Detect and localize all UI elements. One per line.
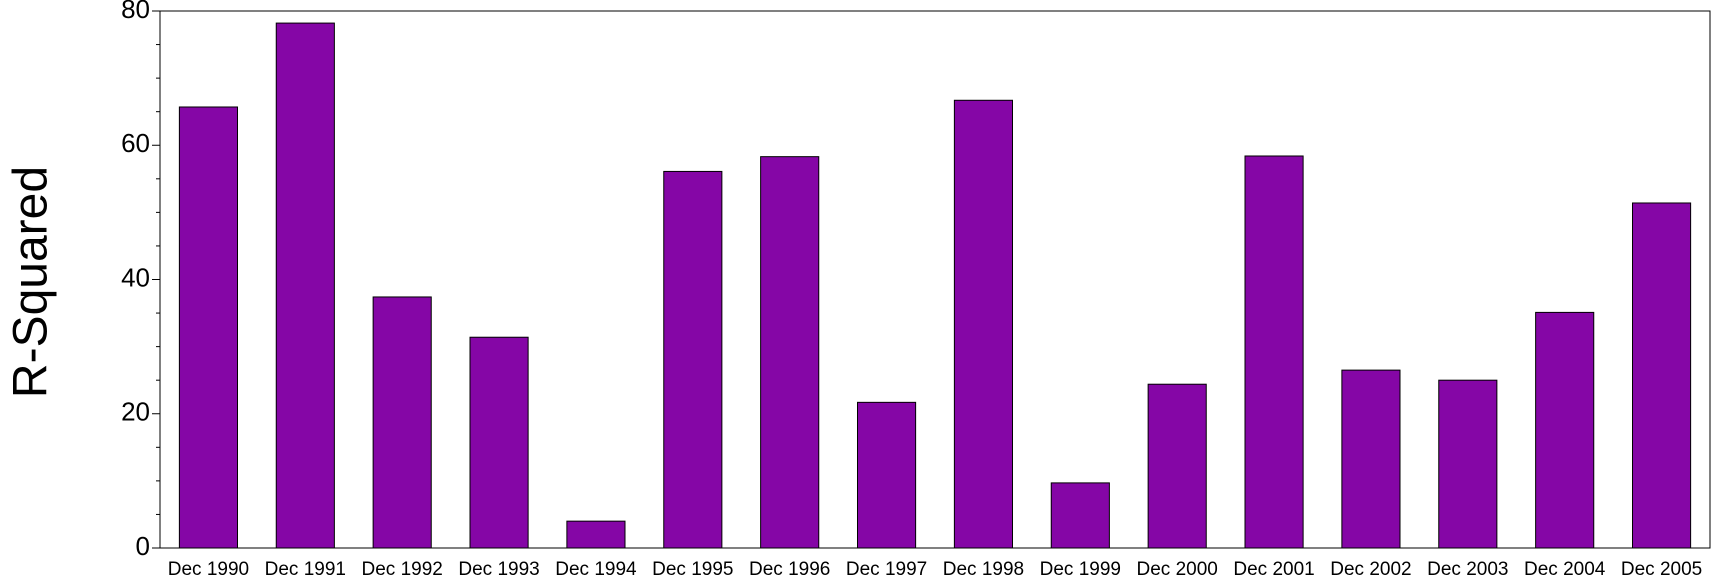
x-tick-label: Dec 2003	[1427, 559, 1508, 580]
bar	[760, 156, 820, 549]
x-tick-label: Dec 1997	[846, 559, 927, 580]
x-tick-label: Dec 1990	[168, 559, 249, 580]
bar	[566, 520, 626, 549]
bar	[1244, 155, 1304, 549]
y-tick-label: 60	[121, 128, 150, 158]
x-tick-label: Dec 2001	[1233, 559, 1314, 580]
x-tick-label: Dec 1992	[362, 559, 443, 580]
bar	[857, 401, 917, 549]
bar	[1535, 311, 1595, 549]
bar	[178, 106, 238, 549]
bar	[1147, 383, 1207, 549]
x-tick-label: Dec 1995	[652, 559, 733, 580]
y-tick-label: 40	[121, 262, 150, 292]
bar	[1632, 202, 1692, 549]
y-tick-label: 20	[121, 397, 150, 427]
bar	[372, 296, 432, 549]
bar	[663, 170, 723, 549]
bar	[275, 22, 335, 549]
bar	[953, 99, 1013, 549]
bar	[469, 336, 529, 549]
x-tick-label: Dec 1999	[1040, 559, 1121, 580]
x-tick-label: Dec 1993	[458, 559, 539, 580]
bar	[1438, 379, 1498, 549]
x-tick-label: Dec 2005	[1621, 559, 1702, 580]
x-tick-label: Dec 1994	[555, 559, 637, 580]
y-axis-label: R-Squared	[5, 166, 58, 398]
x-tick-label: Dec 2002	[1330, 559, 1411, 580]
x-tick-label: Dec 2004	[1524, 559, 1606, 580]
x-tick-label: Dec 1991	[265, 559, 346, 580]
x-tick-label: Dec 2000	[1137, 559, 1218, 580]
bar	[1050, 482, 1110, 549]
x-tick-label: Dec 1996	[749, 559, 830, 580]
y-tick-label: 0	[136, 531, 150, 561]
bar	[1341, 369, 1401, 549]
x-tick-label: Dec 1998	[943, 559, 1024, 580]
y-tick-label: 80	[121, 0, 150, 24]
